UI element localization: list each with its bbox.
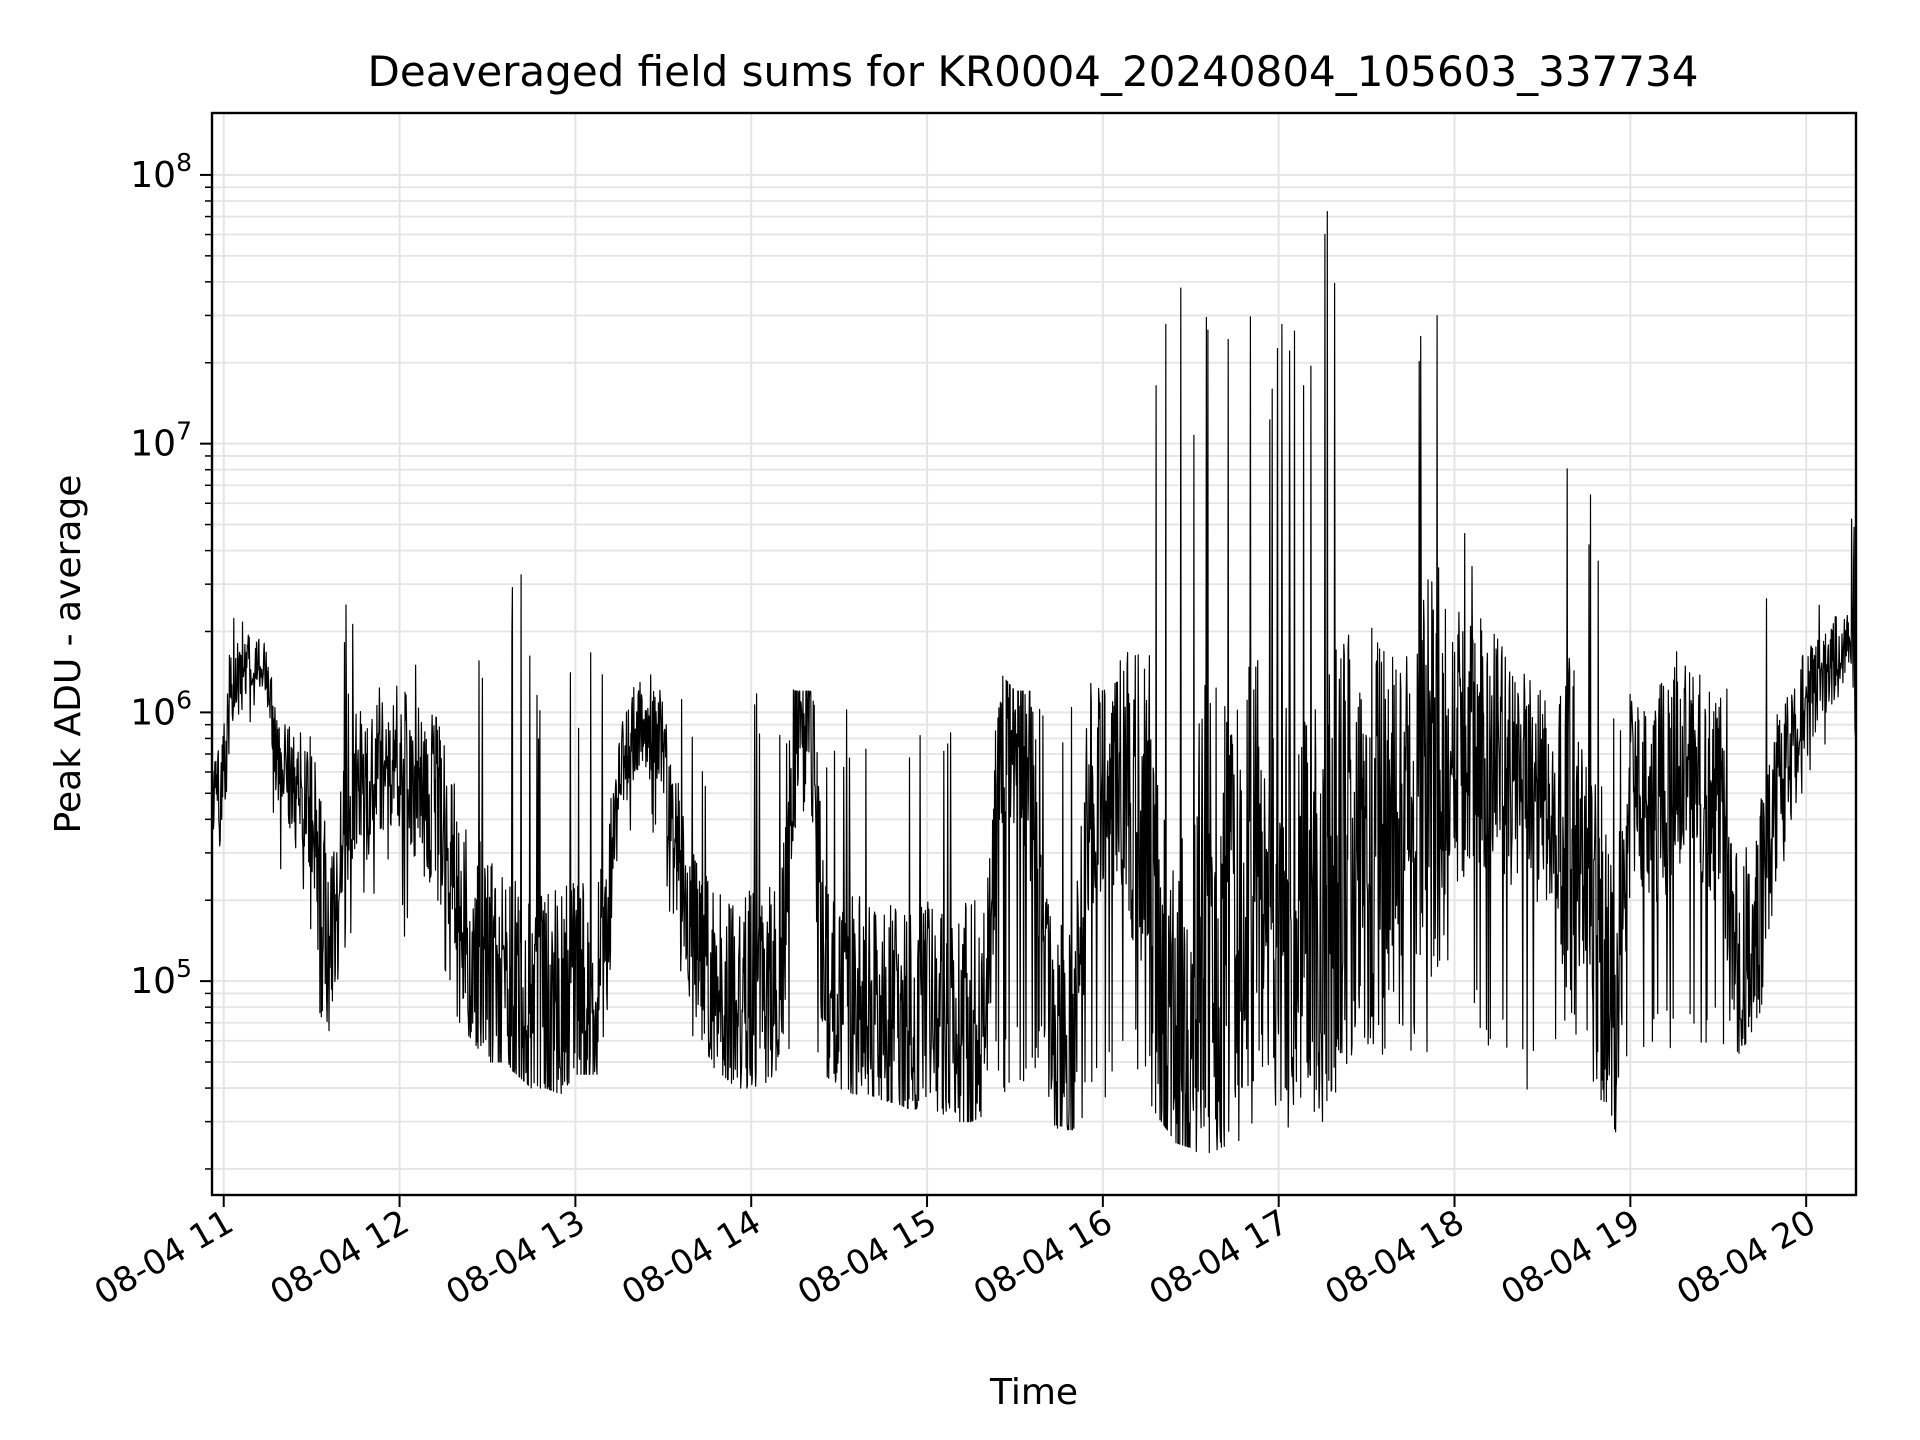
x-axis: 08-04 11 08-04 12 08-04 13 08-04 14 08-04 15… xyxy=(88,1195,1823,1313)
x-tick-label: 08-04 13 xyxy=(439,1202,591,1313)
y-tick-label: 108 xyxy=(130,148,192,196)
x-tick-label: 08-04 20 xyxy=(1670,1202,1822,1313)
chart-title: Deaveraged field sums for KR0004_2024080… xyxy=(368,47,1699,96)
y-tick-label: 106 xyxy=(130,685,192,733)
series-line xyxy=(211,211,1857,1154)
plot-frame xyxy=(210,111,1858,1197)
x-tick-label: 08-04 19 xyxy=(1494,1202,1646,1313)
x-tick-label: 08-04 11 xyxy=(88,1202,240,1313)
y-tick-label: 105 xyxy=(130,954,192,1002)
x-tick-label: 08-04 15 xyxy=(791,1202,943,1313)
y-tick-label: 107 xyxy=(130,417,192,465)
y-axis-label: Peak ADU - average xyxy=(48,475,89,834)
x-tick-label: 08-04 17 xyxy=(1143,1202,1295,1313)
x-tick-label: 08-04 12 xyxy=(264,1202,416,1313)
x-tick-label: 08-04 18 xyxy=(1319,1202,1471,1313)
series-layer xyxy=(211,211,1857,1154)
x-tick-label: 08-04 14 xyxy=(615,1202,767,1313)
y-axis: 105 106 107 108 xyxy=(130,148,212,1170)
x-axis-label: Time xyxy=(989,1372,1078,1413)
x-tick-label: 08-04 16 xyxy=(967,1202,1119,1313)
